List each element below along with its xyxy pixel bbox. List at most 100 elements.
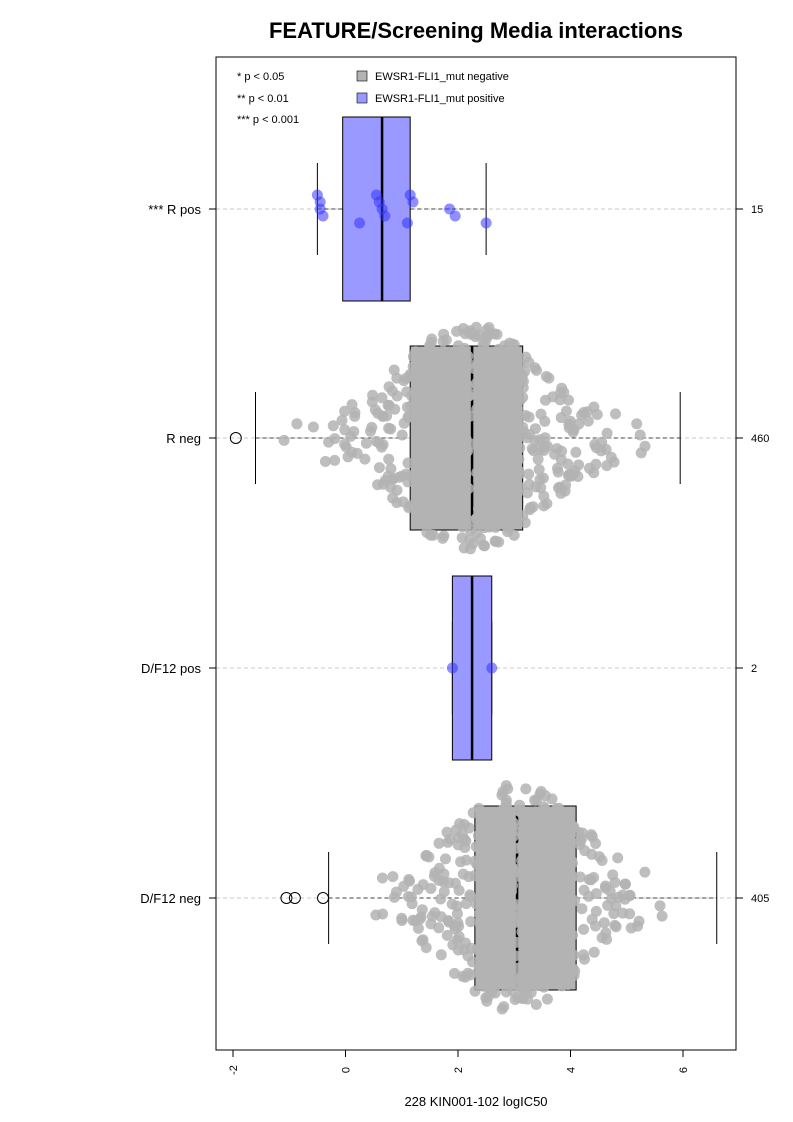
data-point [488,519,500,531]
data-point [479,441,491,453]
data-point [538,972,550,984]
group-count: 405 [751,893,769,905]
data-point [405,891,417,903]
data-point [527,501,539,513]
data-point [477,857,489,869]
data-point [455,856,467,868]
data-point [610,408,621,420]
data-point [601,427,613,439]
data-point [465,916,477,928]
data-point [538,981,550,993]
data-point [567,468,579,480]
data-point [339,438,351,450]
data-point [455,433,467,445]
data-point [535,862,547,874]
data-point [433,837,445,849]
data-point [524,823,535,835]
data-point [346,446,358,458]
data-point [463,390,475,402]
data-point [457,868,469,880]
data-point [396,912,408,924]
data-point [523,429,535,440]
data-point [631,418,643,430]
data-point [291,418,303,430]
data-point [349,407,361,419]
data-point [478,539,490,551]
data-point [488,403,500,414]
data-point [564,833,576,845]
data-point [529,977,541,989]
data-point [440,361,452,372]
data-point [574,835,586,847]
data-point [323,436,335,448]
data-point [560,860,571,872]
data-point [425,529,437,541]
data-point [464,524,476,536]
data-point [501,976,512,988]
data-point [486,810,498,822]
data-point [403,502,415,514]
data-point [500,780,512,792]
data-point [450,824,462,836]
data-point [385,481,397,493]
data-point [568,821,580,833]
group-1: R neg 460 [166,321,769,555]
data-point [540,394,551,406]
data-point [424,342,436,354]
data-point [435,462,447,474]
data-point [473,802,485,814]
x-tick-label: 2 [453,1067,465,1073]
data-point [494,465,506,477]
data-point [539,432,551,444]
data-point [555,487,567,499]
data-point [513,376,525,388]
data-point [437,335,449,347]
data-point [329,454,341,466]
data-point [619,878,631,890]
data-point [499,390,511,402]
data-point [639,866,651,878]
data-point [570,446,582,458]
data-point [465,969,476,981]
data-point [556,823,568,835]
data-point [551,443,563,455]
data-point [460,835,472,847]
data-point [402,457,414,469]
data-point [474,961,486,973]
data-point [530,481,542,493]
data-point [388,364,400,376]
data-point [401,217,413,229]
data-point [474,842,486,854]
data-point [542,879,554,891]
data-point [552,462,563,474]
data-point [425,391,437,402]
data-point [529,916,541,928]
data-point [539,803,551,815]
outlier-point [317,892,329,904]
data-point [524,833,536,844]
data-point [442,413,454,425]
data-point [462,380,474,392]
data-point [354,217,366,229]
data-point [538,490,550,502]
data-point [317,210,329,222]
data-point [428,352,440,364]
data-point [360,437,372,449]
data-point [567,871,579,882]
data-point [495,433,507,445]
data-point [452,944,464,956]
data-point [469,985,481,997]
data-point [493,536,505,548]
data-point [521,963,533,975]
data-point [451,908,463,920]
data-point [433,452,445,464]
data-point [370,435,382,447]
data-point [538,441,550,453]
data-point [488,328,500,340]
data-point [414,515,426,526]
data-point [569,965,581,977]
data-point [513,453,525,465]
data-point [540,371,552,382]
x-tick-label: 6 [678,1067,690,1073]
legend-label-negative: EWSR1-FLI1_mut negative [375,71,509,83]
